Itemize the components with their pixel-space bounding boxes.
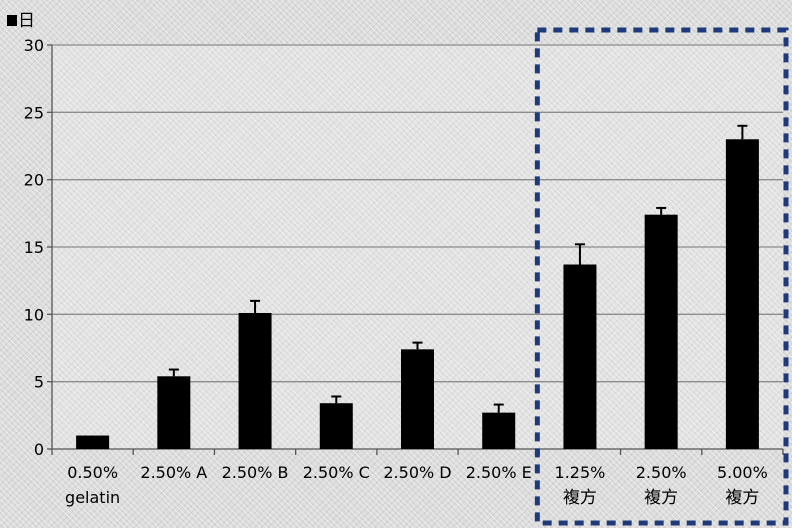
x-tick-label: 5.00% bbox=[717, 463, 768, 482]
bar bbox=[725, 139, 759, 449]
bar bbox=[401, 349, 434, 449]
unit-label-text: 日 bbox=[18, 11, 35, 31]
x-tick-label: 0.50% bbox=[67, 463, 118, 482]
bar bbox=[76, 435, 110, 449]
y-tick-label: 5 bbox=[34, 373, 44, 392]
y-tick-label: 15 bbox=[24, 238, 44, 257]
unit-marker-square bbox=[7, 15, 17, 26]
x-tick-label: 2.50% B bbox=[222, 463, 289, 482]
y-tick-label: 10 bbox=[24, 305, 44, 324]
x-tick-label: gelatin bbox=[65, 488, 120, 507]
y-tick-label: 20 bbox=[24, 171, 44, 190]
x-tick-label: 複方 bbox=[644, 488, 678, 508]
bar bbox=[482, 412, 516, 449]
bar bbox=[563, 264, 597, 449]
axis-labels: 0 5 10 15 20 25 30 0.50% gelatin 2.50% A 2.50% B 2.… bbox=[24, 36, 768, 508]
highlight-group-box bbox=[534, 27, 789, 526]
x-tick-label: 2.50% A bbox=[140, 463, 207, 482]
bar bbox=[157, 376, 191, 449]
x-tick-label: 1.25% bbox=[555, 463, 606, 482]
x-tick-label: 2.50% C bbox=[303, 463, 370, 482]
x-tick-label: 2.50% bbox=[636, 463, 687, 482]
x-tick-label: 複方 bbox=[563, 488, 597, 508]
bar bbox=[319, 403, 353, 449]
y-tick-label: 0 bbox=[34, 440, 44, 459]
x-tick-label: 2.50% E bbox=[466, 463, 532, 482]
y-tick-label: 25 bbox=[24, 103, 44, 122]
x-tick-label: 2.50% D bbox=[383, 463, 451, 482]
x-tick-label: 複方 bbox=[725, 488, 759, 508]
error-bars bbox=[168, 124, 748, 413]
bars bbox=[76, 139, 759, 449]
y-tick-label: 30 bbox=[24, 36, 44, 55]
y-unit-label: 日 bbox=[7, 11, 35, 31]
bar bbox=[238, 312, 272, 449]
bar bbox=[644, 214, 678, 449]
